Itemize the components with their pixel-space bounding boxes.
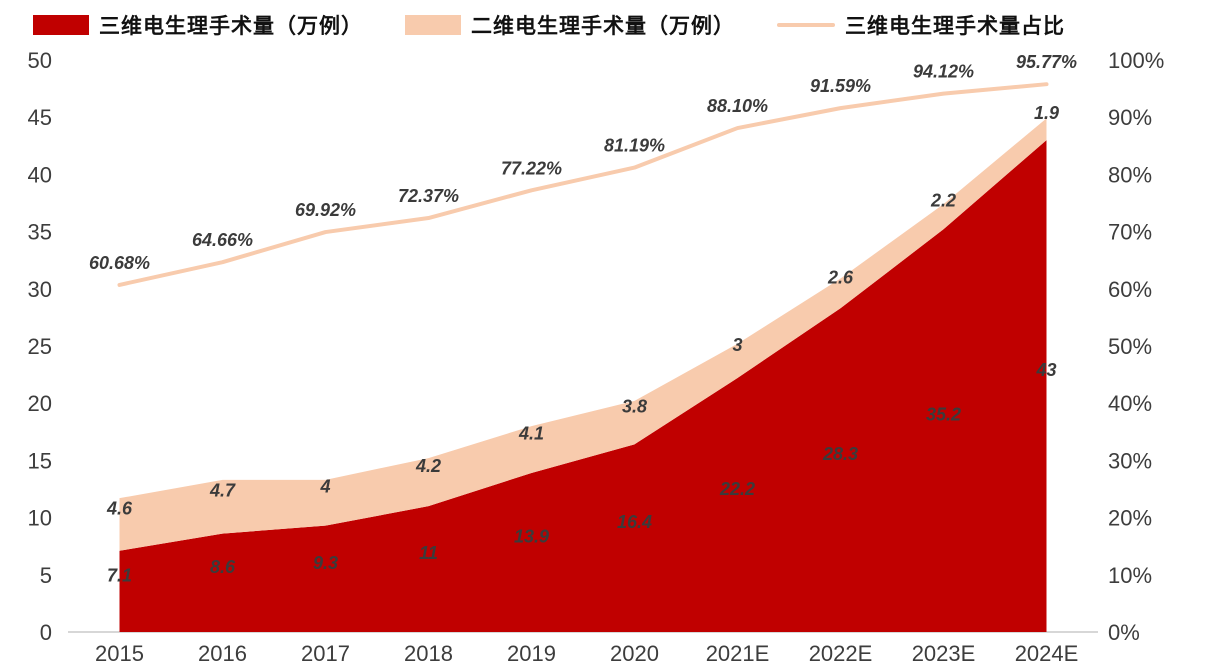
area-data-label: 2.2 <box>930 191 956 211</box>
area-data-label: 11 <box>419 543 438 563</box>
right-axis-tick: 20% <box>1108 506 1152 531</box>
right-axis-tick: 100% <box>1108 48 1164 73</box>
legend-label-3d-share: 三维电生理手术量占比 <box>845 15 1065 38</box>
right-axis-tick: 70% <box>1108 220 1152 245</box>
area-data-label: 1.9 <box>1034 103 1059 123</box>
share-data-label: 77.22% <box>501 158 562 178</box>
share-data-label: 91.59% <box>810 76 871 96</box>
right-axis-tick: 60% <box>1108 277 1152 302</box>
area-series-0 <box>119 140 1047 632</box>
left-axis-tick: 5 <box>40 563 52 588</box>
left-axis-tick: 0 <box>40 620 52 645</box>
area-data-label: 9.3 <box>313 553 338 573</box>
right-axis-tick: 10% <box>1108 563 1152 588</box>
left-axis-tick: 10 <box>28 506 52 531</box>
area-data-label: 35.2 <box>926 405 961 425</box>
left-axis-tick: 45 <box>28 105 52 130</box>
area-data-label: 8.6 <box>210 557 236 577</box>
area-data-label: 4 <box>319 477 330 497</box>
area-data-label: 7.1 <box>107 565 132 585</box>
area-data-label: 4.1 <box>518 424 544 444</box>
right-axis-tick: 80% <box>1108 162 1152 187</box>
share-data-label: 94.12% <box>913 62 974 82</box>
legend-line-swatch-3d-share <box>777 23 835 27</box>
share-data-label: 64.66% <box>192 230 253 250</box>
share-data-label: 60.68% <box>89 253 150 273</box>
area-data-label: 28.3 <box>822 444 858 464</box>
x-axis-label: 2019 <box>507 641 556 666</box>
x-axis-label: 2017 <box>301 641 350 666</box>
right-axis-tick: 90% <box>1108 105 1152 130</box>
x-axis-label: 2020 <box>610 641 659 666</box>
x-axis-label: 2023E <box>912 641 976 666</box>
area-data-label: 4.6 <box>106 498 133 518</box>
area-data-label: 2.6 <box>827 267 854 287</box>
legend-item-3d-volume: 三维电生理手术量（万例） <box>33 10 363 40</box>
left-axis-tick: 25 <box>28 334 52 359</box>
share-data-label: 72.37% <box>398 186 459 206</box>
legend-item-2d-volume: 二维电生理手术量（万例） <box>405 10 735 40</box>
area-data-label: 4.2 <box>415 456 441 476</box>
area-data-label: 3.8 <box>622 397 647 417</box>
legend-label-3d-volume: 三维电生理手术量（万例） <box>99 15 363 38</box>
x-axis-label: 2024E <box>1015 641 1079 666</box>
x-axis-label: 2021E <box>706 641 770 666</box>
left-axis-tick: 50 <box>28 48 52 73</box>
area-data-label: 22.2 <box>719 479 755 499</box>
x-axis-label: 2015 <box>95 641 144 666</box>
area-data-label: 16.4 <box>617 512 652 532</box>
share-data-label: 88.10% <box>707 96 768 116</box>
x-axis-label: 2018 <box>404 641 453 666</box>
area-data-label: 3 <box>732 335 742 355</box>
x-axis-label: 2016 <box>198 641 247 666</box>
area-data-label: 13.9 <box>514 526 549 546</box>
right-axis-tick: 50% <box>1108 334 1152 359</box>
left-axis-tick: 15 <box>28 448 52 473</box>
left-axis-tick: 20 <box>28 391 52 416</box>
left-axis-tick: 35 <box>28 220 52 245</box>
right-axis-tick: 30% <box>1108 448 1152 473</box>
x-axis-label: 2022E <box>809 641 873 666</box>
share-data-label: 69.92% <box>295 200 356 220</box>
share-data-label: 81.19% <box>604 136 665 156</box>
legend-swatch-3d-volume <box>33 15 89 35</box>
left-axis-tick: 30 <box>28 277 52 302</box>
right-axis-tick: 40% <box>1108 391 1152 416</box>
area-data-label: 43 <box>1035 360 1056 380</box>
chart-legend: 三维电生理手术量（万例） 二维电生理手术量（万例） 三维电生理手术量占比 <box>33 10 1065 40</box>
right-axis-tick: 0% <box>1108 620 1140 645</box>
legend-label-2d-volume: 二维电生理手术量（万例） <box>471 15 735 38</box>
area-series-1 <box>119 118 1047 551</box>
share-line <box>117 82 1049 287</box>
share-data-label: 95.77% <box>1016 52 1077 72</box>
legend-swatch-2d-volume <box>405 15 461 35</box>
left-axis-tick: 40 <box>28 162 52 187</box>
legend-item-3d-share: 三维电生理手术量占比 <box>777 10 1065 40</box>
area-data-label: 4.7 <box>209 481 236 501</box>
